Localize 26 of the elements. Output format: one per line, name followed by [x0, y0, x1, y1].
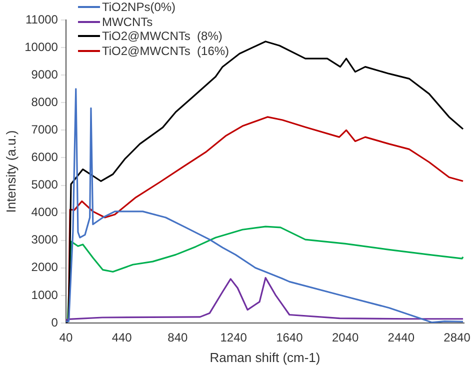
x-tick-label: 440: [112, 330, 132, 345]
y-tick-label: 10000: [24, 40, 58, 54]
x-axis-title: Raman shift (cm-1): [210, 350, 320, 365]
x-tick-label: 840: [168, 330, 188, 345]
x-tick-label: 1640: [276, 330, 304, 345]
y-tick-label: 4000: [31, 205, 58, 220]
x-tick-label: 2840: [444, 330, 471, 345]
y-tick-label: 5000: [31, 178, 58, 192]
x-tick-label: 1240: [220, 330, 248, 345]
legend-label: MWCNTs: [102, 14, 153, 29]
x-tick-label: 2440: [388, 330, 415, 345]
y-tick-label: 3000: [31, 232, 58, 247]
y-tick-label: 0: [51, 315, 58, 330]
x-tick-label: 40: [59, 330, 73, 345]
y-tick-label: 9000: [31, 67, 58, 82]
y-tick-label: 6000: [31, 150, 58, 164]
legend-label: TiO2NPs(0%): [102, 0, 176, 14]
x-tick-label: 2040: [332, 330, 359, 345]
legend-label: TiO2@MWCNTs (16%): [102, 44, 230, 58]
y-tick-label: 7000: [31, 122, 58, 136]
legend-label: TiO2@MWCNTs (8%): [102, 29, 222, 44]
y-tick-label: 11000: [25, 12, 58, 26]
y-tick-label: 8000: [31, 94, 58, 109]
y-tick-label: 2000: [31, 260, 58, 274]
y-axis-title: Intensity (a.u.): [3, 130, 18, 213]
y-tick-label: 1000: [31, 288, 58, 302]
